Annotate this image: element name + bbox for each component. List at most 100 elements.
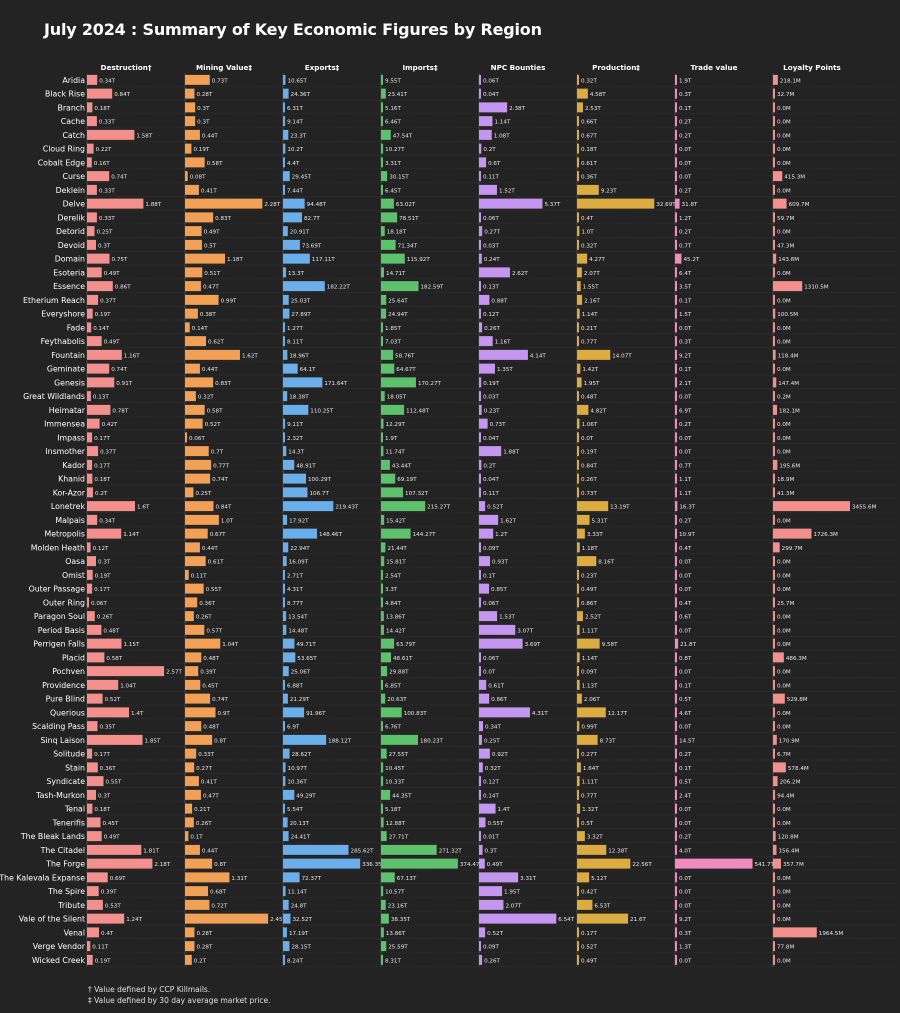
bar bbox=[577, 363, 581, 374]
data-label: 15.81T bbox=[386, 560, 406, 566]
data-label: 0.0M bbox=[777, 711, 791, 717]
data-label: 0.1T bbox=[679, 367, 692, 373]
data-label: 0.19T bbox=[483, 381, 499, 387]
bar bbox=[185, 638, 221, 649]
data-label: 16.3T bbox=[679, 505, 695, 511]
row-label: Etherium Reach bbox=[23, 296, 85, 305]
data-label: 0.2T bbox=[679, 133, 692, 139]
bar bbox=[87, 624, 102, 635]
bar bbox=[381, 226, 385, 237]
data-label: 0.84T bbox=[215, 505, 231, 511]
bar bbox=[283, 652, 296, 663]
data-label: 0.0M bbox=[777, 958, 791, 964]
data-label: 0.3T bbox=[98, 560, 111, 566]
bar bbox=[479, 721, 484, 732]
bar bbox=[773, 446, 775, 457]
bar bbox=[283, 239, 300, 250]
data-label: 529.8M bbox=[787, 697, 808, 703]
data-label: 91.96T bbox=[306, 711, 326, 717]
data-label: 1.88T bbox=[145, 202, 161, 208]
data-label: 69.19T bbox=[397, 477, 417, 483]
data-label: 0.61T bbox=[488, 683, 504, 689]
bar bbox=[381, 514, 385, 525]
data-label: 0.3T bbox=[485, 848, 498, 854]
bar bbox=[381, 239, 396, 250]
data-label: 2.32T bbox=[287, 436, 303, 442]
data-label: 1.58T bbox=[136, 133, 152, 139]
bar bbox=[283, 817, 288, 828]
bar bbox=[87, 597, 89, 608]
data-label: 0.41T bbox=[201, 188, 217, 194]
data-label: 0.2T bbox=[483, 463, 496, 469]
bar bbox=[773, 88, 775, 99]
bar bbox=[185, 556, 206, 567]
data-label: 0.45T bbox=[202, 683, 218, 689]
bar bbox=[381, 74, 383, 85]
bar bbox=[283, 542, 289, 553]
data-label: 30.15T bbox=[389, 175, 409, 181]
bar bbox=[479, 899, 504, 910]
bar bbox=[381, 501, 426, 512]
data-label: 0.0M bbox=[777, 298, 791, 304]
bar bbox=[283, 707, 305, 718]
bar bbox=[87, 129, 135, 140]
bar bbox=[185, 239, 202, 250]
bar bbox=[381, 102, 383, 113]
data-label: 182.59T bbox=[420, 285, 444, 291]
data-label: 6.53T bbox=[594, 903, 610, 909]
data-label: 0.66T bbox=[581, 120, 597, 126]
data-label: 299.7M bbox=[782, 546, 803, 552]
bar bbox=[479, 418, 488, 429]
data-label: 3455.6M bbox=[852, 505, 877, 511]
bar bbox=[675, 226, 677, 237]
bar bbox=[577, 514, 590, 525]
data-label: 0.25T bbox=[97, 230, 113, 236]
row-label: Lonetrek bbox=[51, 502, 86, 511]
bar bbox=[577, 143, 579, 154]
row-label: Tenerifis bbox=[52, 818, 85, 827]
bar bbox=[675, 418, 677, 429]
data-label: 0.62T bbox=[208, 340, 224, 346]
bar bbox=[675, 721, 677, 732]
bar bbox=[479, 679, 487, 690]
bar bbox=[381, 212, 398, 223]
bar bbox=[577, 308, 580, 319]
bar bbox=[283, 831, 289, 842]
bar bbox=[185, 281, 201, 292]
data-label: 25.59T bbox=[388, 945, 408, 951]
bar bbox=[577, 501, 609, 512]
data-label: 21.8T bbox=[680, 642, 696, 648]
bar bbox=[381, 487, 404, 498]
data-label: 1.2T bbox=[679, 216, 692, 222]
bar bbox=[577, 116, 579, 127]
bar bbox=[773, 941, 775, 952]
bar bbox=[773, 308, 776, 319]
bar bbox=[185, 954, 192, 965]
data-label: 10.33T bbox=[385, 780, 405, 786]
bar bbox=[87, 556, 96, 567]
bar bbox=[185, 776, 199, 787]
data-label: 0.0M bbox=[777, 271, 791, 277]
row-label: Metropolis bbox=[45, 530, 86, 539]
data-label: 22.94T bbox=[290, 546, 310, 552]
bar bbox=[675, 294, 677, 305]
bar bbox=[185, 308, 198, 319]
bar bbox=[675, 666, 677, 677]
bar bbox=[773, 281, 803, 292]
data-label: 10.45T bbox=[385, 766, 405, 772]
bar bbox=[675, 693, 677, 704]
bar bbox=[773, 556, 775, 567]
bar bbox=[381, 941, 387, 952]
data-label: 0.2T bbox=[679, 518, 692, 524]
bar bbox=[283, 624, 287, 635]
data-label: 0.77T bbox=[213, 463, 229, 469]
bar bbox=[675, 679, 677, 690]
row-label: Branch bbox=[57, 103, 85, 112]
data-label: 4.31T bbox=[287, 587, 303, 593]
data-label: 1.06T bbox=[582, 422, 598, 428]
bar bbox=[381, 556, 385, 567]
bar bbox=[185, 666, 199, 677]
data-label: 47.54T bbox=[393, 133, 413, 139]
series-column: Production‡ 0.32T 4.58T 2.53T 0.66T 0.67T 0.18… bbox=[576, 63, 676, 967]
bar bbox=[773, 184, 775, 195]
